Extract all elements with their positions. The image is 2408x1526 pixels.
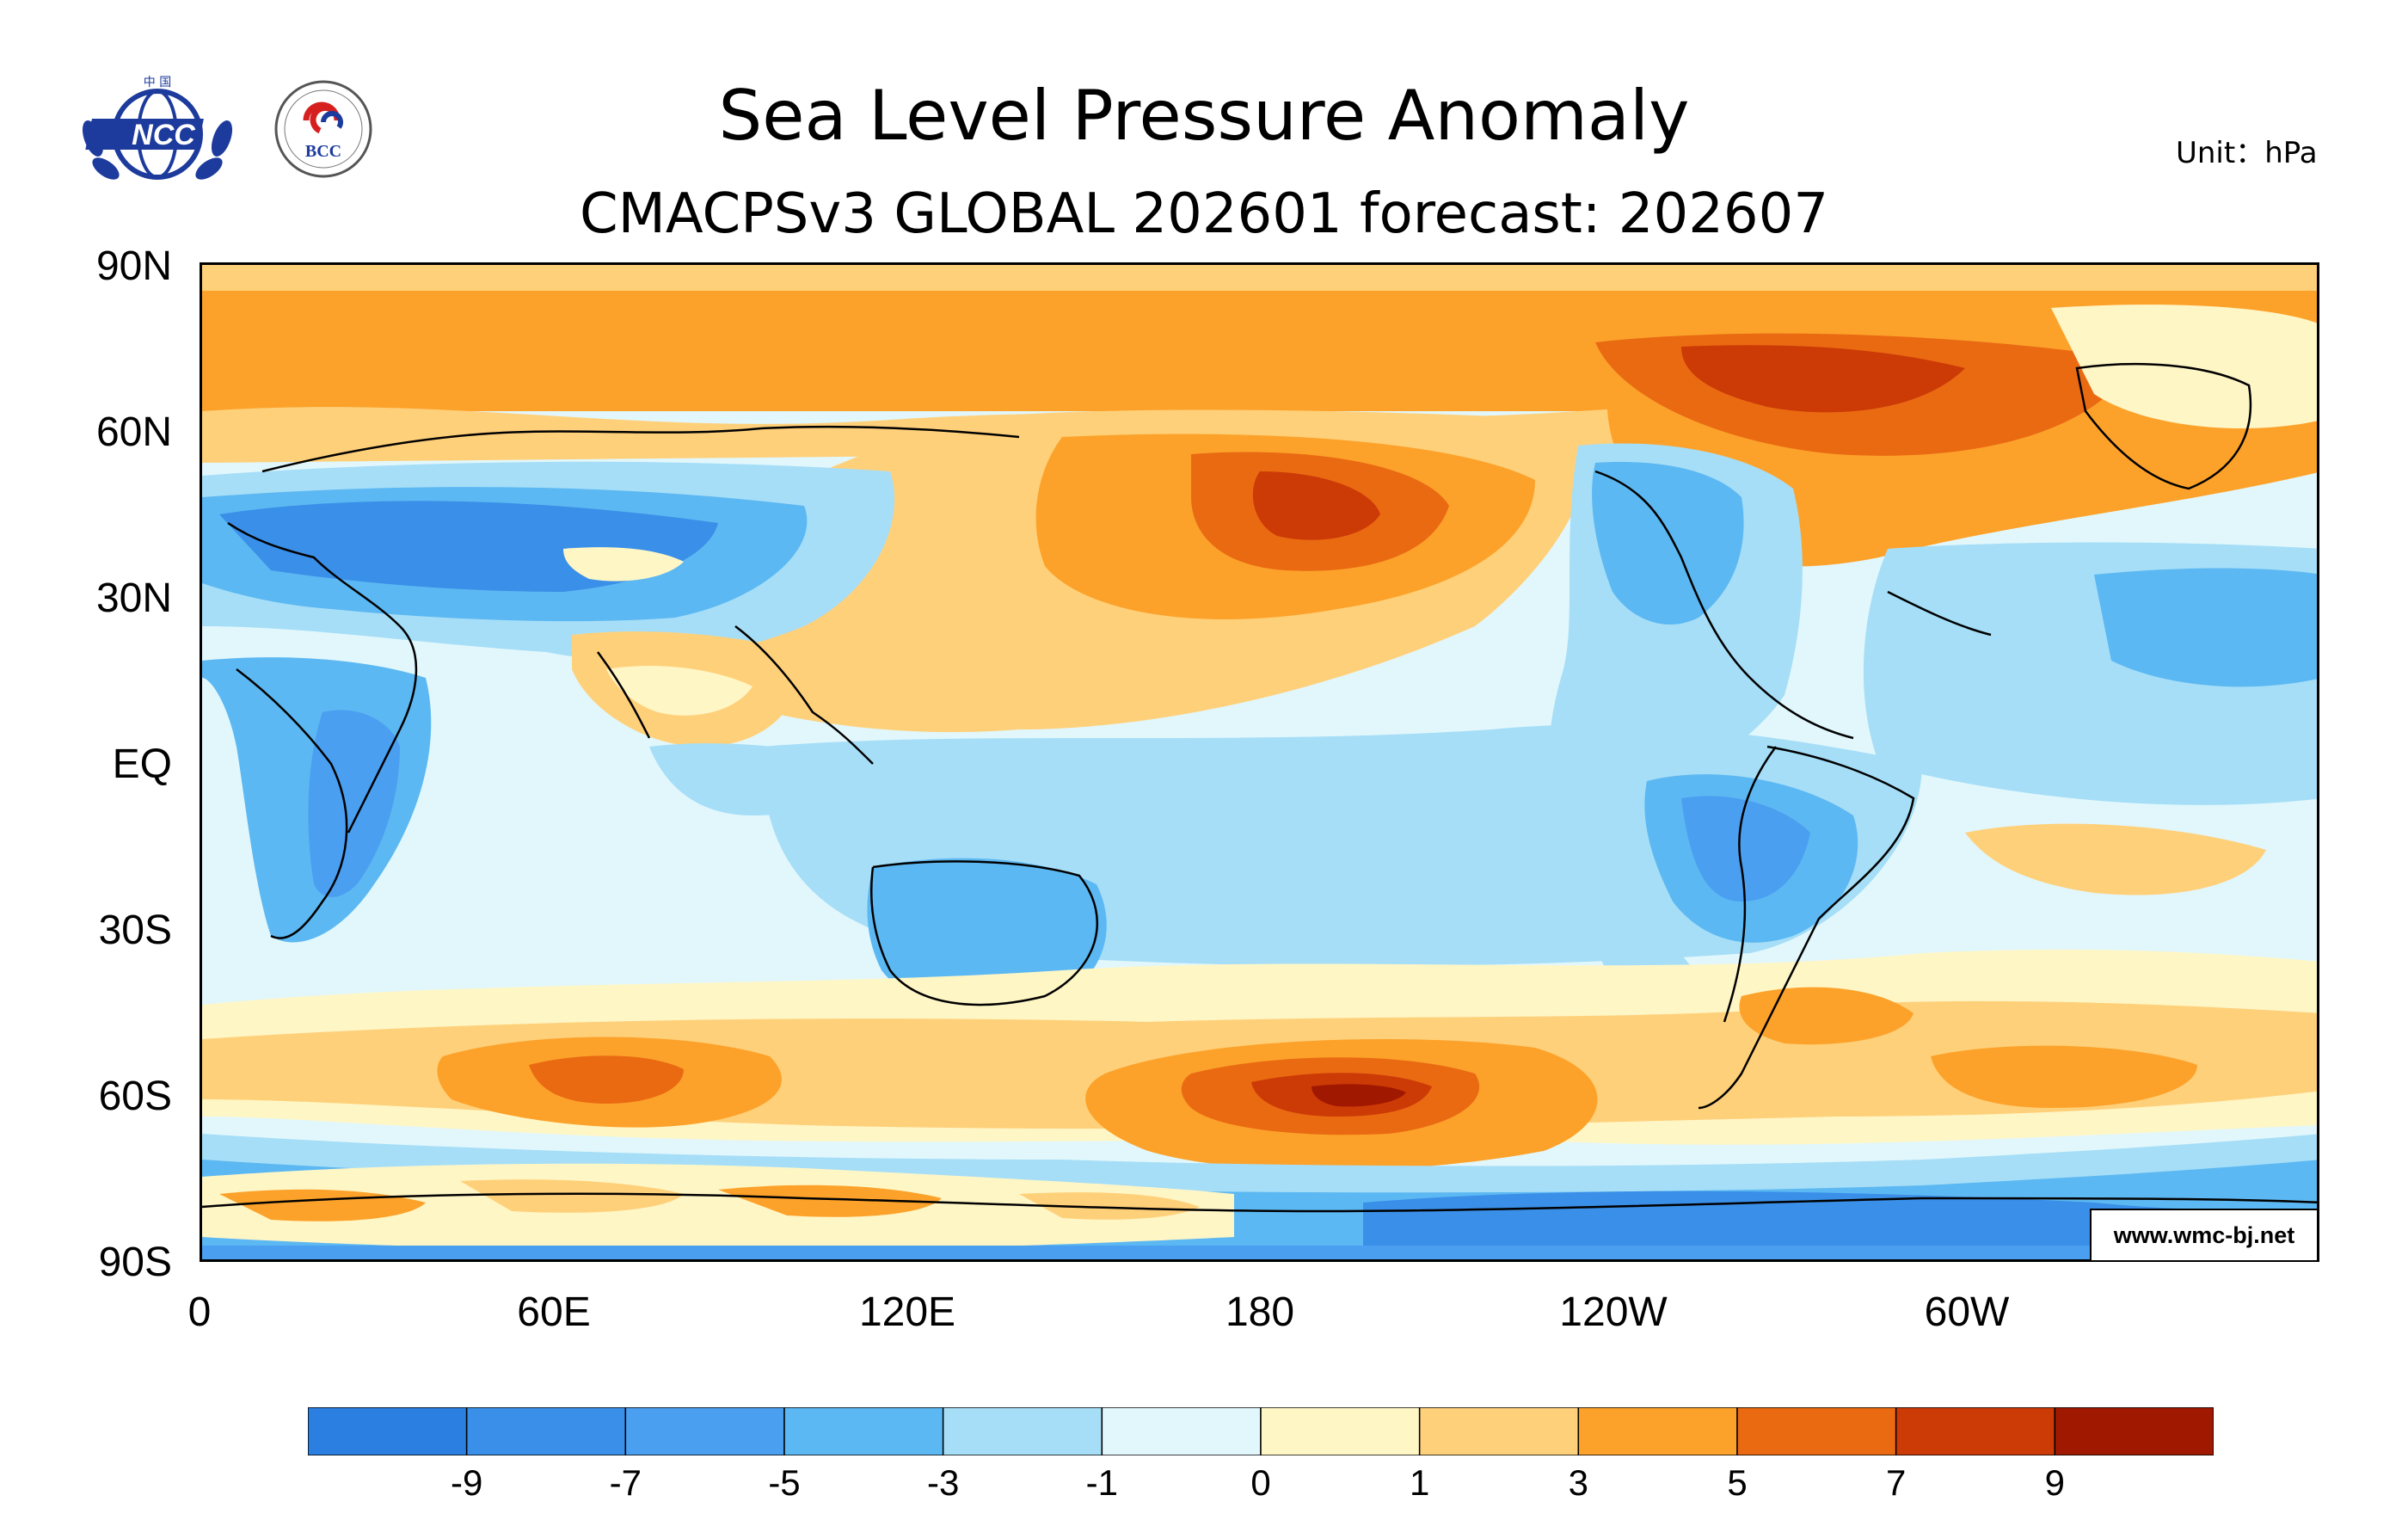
colorbar-tick-label: 5 xyxy=(1727,1462,1748,1503)
colorbar-tick-label: -7 xyxy=(609,1462,642,1503)
lat-label-30n: 30N xyxy=(95,575,172,621)
colorbar-segment xyxy=(1895,1407,2056,1455)
colorbar-tick-label: -3 xyxy=(926,1462,960,1503)
map-title: Sea Level Pressure Anomaly xyxy=(718,76,1690,156)
colorbar-segment xyxy=(465,1407,627,1455)
colorbar-segment xyxy=(308,1407,468,1455)
lat-label-60s: 60S xyxy=(98,1074,172,1119)
ncc-logo: NCC 中 国 xyxy=(82,76,233,180)
lon-label-0: 0 xyxy=(187,1289,212,1335)
colorbar-segment xyxy=(2054,1407,2214,1455)
colorbar-tick-label: 7 xyxy=(1885,1462,1907,1503)
colorbar xyxy=(308,1407,2214,1455)
pressure-anomaly-field xyxy=(202,265,2317,1259)
website-watermark: www.wmc-bj.net xyxy=(2090,1209,2319,1262)
colorbar-tick-label: 9 xyxy=(2044,1462,2065,1503)
lat-label-30s: 30S xyxy=(98,908,172,953)
colorbar-segment xyxy=(624,1407,785,1455)
colorbar-tick-label: 1 xyxy=(1409,1462,1430,1503)
colorbar-segment xyxy=(1260,1407,1421,1455)
colorbar-segment xyxy=(942,1407,1103,1455)
colorbar-tick-label: 3 xyxy=(1568,1462,1588,1503)
bcc-logo: BCC xyxy=(274,80,372,178)
lon-label-120e: 120E xyxy=(858,1289,956,1335)
lat-label-90s: 90S xyxy=(98,1240,172,1285)
lat-label-60n: 60N xyxy=(95,409,172,455)
map-subtitle: CMACPSv3 GLOBAL 202601 forecast: 202607 xyxy=(579,182,1829,246)
colorbar-tick-label: -1 xyxy=(1085,1462,1118,1503)
colorbar-tick-label: 0 xyxy=(1250,1462,1271,1503)
unit-label: Unit：hPa xyxy=(2176,136,2318,170)
lat-label-90n: 90N xyxy=(95,243,172,289)
lon-label-60w: 60W xyxy=(1924,1289,2010,1335)
map-panel xyxy=(200,262,2319,1262)
lon-label-180: 180 xyxy=(1225,1289,1295,1335)
svg-text:中 国: 中 国 xyxy=(144,76,171,89)
colorbar-segment xyxy=(783,1407,944,1455)
svg-text:NCC: NCC xyxy=(132,119,195,151)
colorbar-segment xyxy=(1101,1407,1262,1455)
colorbar-tick-label: -9 xyxy=(450,1462,483,1503)
lon-label-60e: 60E xyxy=(517,1289,591,1335)
lat-label-eq: EQ xyxy=(112,741,172,787)
lon-label-120w: 120W xyxy=(1559,1289,1668,1335)
svg-text:BCC: BCC xyxy=(305,142,341,161)
colorbar-segment xyxy=(1736,1407,1897,1455)
colorbar-segment xyxy=(1577,1407,1738,1455)
colorbar-tick-label: -5 xyxy=(768,1462,801,1503)
colorbar-segment xyxy=(1418,1407,1580,1455)
